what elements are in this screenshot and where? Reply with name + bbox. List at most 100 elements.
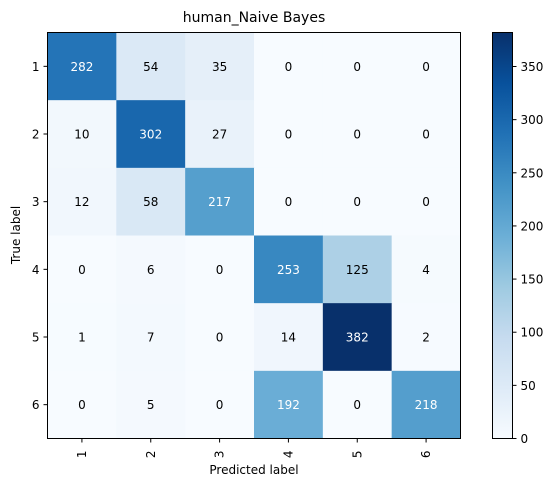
colorbar-tick-label: 200 xyxy=(521,219,544,233)
heatmap-cell xyxy=(47,100,117,169)
cell-value-label: 0 xyxy=(353,128,361,142)
colorbar-ticks: 0 50 100 150 200 250 300 350 xyxy=(512,60,544,446)
cell-value-label: 0 xyxy=(422,60,430,74)
plot-frame xyxy=(47,32,461,439)
x-axis-label: Predicted label xyxy=(209,463,298,477)
y-tick-label: 2 xyxy=(32,128,40,142)
heatmap-cell xyxy=(116,100,186,169)
cell-value-label: 5 xyxy=(147,398,155,412)
heatmap-cell xyxy=(47,303,117,372)
cell-value-label: 217 xyxy=(208,195,231,209)
heatmap-cell xyxy=(116,32,186,101)
heatmap-cell xyxy=(185,370,255,439)
cell-value-label: 253 xyxy=(277,263,300,277)
y-tick-label: 3 xyxy=(32,195,40,209)
x-tick-label: 1 xyxy=(75,451,89,459)
heatmap-cell xyxy=(47,370,117,439)
y-tick-label: 5 xyxy=(32,331,40,345)
heatmap-cell xyxy=(185,235,255,304)
colorbar-tick-label: 0 xyxy=(521,432,529,446)
heatmap-cell xyxy=(185,167,255,236)
heatmap-cell xyxy=(254,167,324,236)
heatmap-cell xyxy=(254,303,324,372)
cell-value-label: 0 xyxy=(78,398,86,412)
heatmap-cell xyxy=(322,370,393,439)
heatmap-cell xyxy=(322,167,393,236)
cell-value-label: 382 xyxy=(346,331,369,345)
heatmap-cells xyxy=(47,32,461,439)
cell-value-label: 12 xyxy=(74,195,89,209)
heatmap-cell xyxy=(322,100,393,169)
cell-value-label: 0 xyxy=(78,263,86,277)
heatmap-cell xyxy=(254,32,324,101)
cell-value-label: 0 xyxy=(422,128,430,142)
cell-value-label: 282 xyxy=(70,60,93,74)
y-axis-label: True label xyxy=(9,206,23,265)
cell-value-label: 0 xyxy=(422,195,430,209)
cell-value-label: 0 xyxy=(353,195,361,209)
cell-value-label: 0 xyxy=(216,331,224,345)
cell-value-label: 0 xyxy=(353,398,361,412)
chart-title: human_Naive Bayes xyxy=(183,10,326,26)
heatmap-cell xyxy=(185,100,255,169)
colorbar-tick-label: 350 xyxy=(521,60,544,74)
heatmap-cell xyxy=(116,167,186,236)
cell-value-labels: 282 54 35 0 0 010 302 27 0 0 012 58 217 0 0 00 6 0 253 125 4… xyxy=(70,60,437,412)
cell-value-label: 302 xyxy=(139,128,162,142)
heatmap-cell xyxy=(254,235,324,304)
heatmap-cell xyxy=(185,303,255,372)
cell-value-label: 1 xyxy=(78,331,86,345)
cell-value-label: 27 xyxy=(212,128,227,142)
cell-value-label: 6 xyxy=(147,263,155,277)
heatmap-cell xyxy=(322,32,393,101)
cell-value-label: 58 xyxy=(143,195,158,209)
colorbar-tick-label: 50 xyxy=(521,379,536,393)
cell-value-label: 192 xyxy=(277,398,300,412)
y-tick-label: 6 xyxy=(32,398,40,412)
heatmap-cell xyxy=(391,32,461,101)
cell-value-label: 35 xyxy=(212,60,227,74)
heatmap-cell xyxy=(391,370,461,439)
cell-value-label: 0 xyxy=(353,60,361,74)
cell-value-label: 0 xyxy=(285,195,293,209)
cell-value-label: 14 xyxy=(281,331,296,345)
heatmap-cell xyxy=(322,303,393,372)
x-tick-label: 3 xyxy=(213,451,227,459)
x-tick-label: 2 xyxy=(144,451,158,459)
x-tick-label: 5 xyxy=(350,451,364,459)
cell-value-label: 54 xyxy=(143,60,158,74)
y-tick-label: 4 xyxy=(32,263,40,277)
heatmap-cell xyxy=(47,235,117,304)
cell-value-label: 0 xyxy=(285,128,293,142)
heatmap-cell xyxy=(391,235,461,304)
cell-value-label: 10 xyxy=(74,128,89,142)
heatmap-cell xyxy=(47,167,117,236)
x-tick-label: 6 xyxy=(419,451,433,459)
heatmap-cell xyxy=(116,235,186,304)
heatmap-cell xyxy=(391,303,461,372)
heatmap-cell xyxy=(391,100,461,169)
heatmap-cell xyxy=(322,235,393,304)
y-tick-label: 1 xyxy=(32,60,40,74)
cell-value-label: 125 xyxy=(346,263,369,277)
cell-value-label: 2 xyxy=(422,331,430,345)
cell-value-label: 7 xyxy=(147,331,155,345)
colorbar-tick-label: 250 xyxy=(521,166,544,180)
cell-value-label: 4 xyxy=(422,263,430,277)
colorbar-tick-label: 150 xyxy=(521,273,544,287)
heatmap-cell xyxy=(47,32,117,101)
cell-value-label: 0 xyxy=(216,398,224,412)
heatmap-cell xyxy=(391,167,461,236)
y-axis-ticks: 1 2 3 4 5 6 xyxy=(32,60,48,412)
cell-value-label: 218 xyxy=(415,398,438,412)
colorbar-tick-label: 300 xyxy=(521,113,544,127)
heatmap-cell xyxy=(185,32,255,101)
cell-value-label: 0 xyxy=(285,60,293,74)
heatmap-cell xyxy=(254,100,324,169)
cell-value-label: 0 xyxy=(216,263,224,277)
x-axis-ticks: 1 2 3 4 5 6 xyxy=(75,438,433,459)
colorbar xyxy=(492,32,513,439)
heatmap-cell xyxy=(254,370,324,439)
heatmap-cell xyxy=(116,370,186,439)
